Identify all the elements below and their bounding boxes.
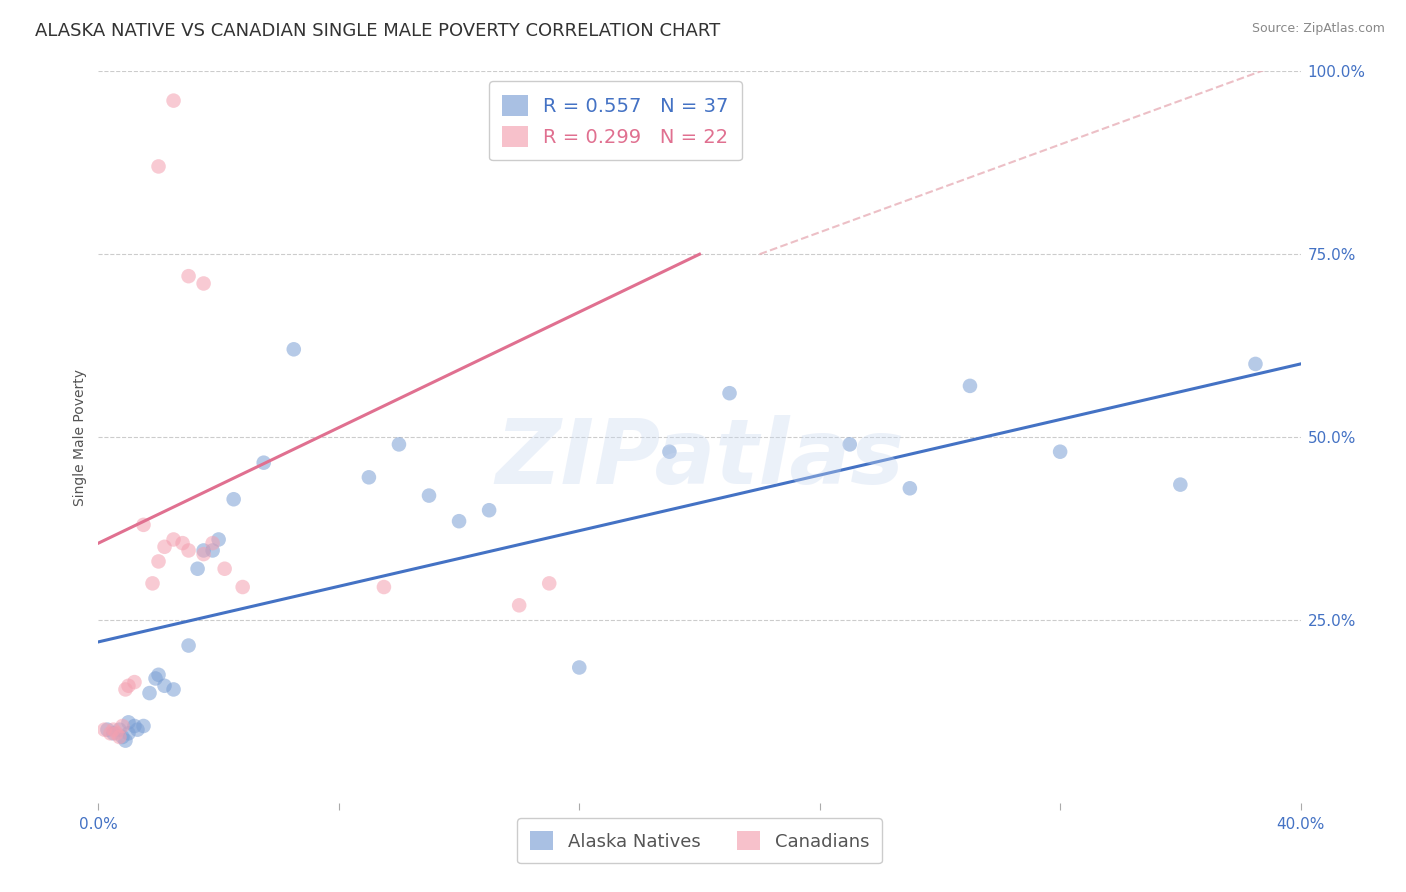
Point [153,540,176,554]
Point [658,444,681,458]
Point [117,679,139,693]
Point [124,675,146,690]
Point [177,269,200,284]
Point [162,682,184,697]
Point [162,94,184,108]
Point [108,723,131,737]
Point [103,726,125,740]
Point [201,536,224,550]
Point [1244,357,1267,371]
Point [838,437,860,451]
Point [959,379,981,393]
Point [111,719,134,733]
Point [145,672,167,686]
Point [132,719,155,733]
Point [718,386,741,401]
Point [93,723,115,737]
Point [388,437,411,451]
Point [232,580,254,594]
Point [111,730,134,744]
Point [148,667,170,681]
Point [117,715,139,730]
Point [568,660,591,674]
Point [1170,477,1192,491]
Point [1049,444,1071,458]
Point [508,599,530,613]
Text: ALASKA NATIVE VS CANADIAN SINGLE MALE POVERTY CORRELATION CHART: ALASKA NATIVE VS CANADIAN SINGLE MALE PO… [35,22,720,40]
Point [162,533,184,547]
Point [172,536,194,550]
Point [201,543,224,558]
Point [478,503,501,517]
Point [141,576,163,591]
Point [138,686,160,700]
Point [108,730,131,744]
Point [132,517,155,532]
Point [222,492,245,507]
Point [447,514,470,528]
Point [253,456,276,470]
Point [177,543,200,558]
Point [117,726,139,740]
Legend: Alaska Natives, Canadians: Alaska Natives, Canadians [517,818,882,863]
Point [418,489,440,503]
Point [124,719,146,733]
Point [187,562,209,576]
Point [103,723,125,737]
Text: Source: ZipAtlas.com: Source: ZipAtlas.com [1251,22,1385,36]
Point [193,277,215,291]
Point [105,726,128,740]
Y-axis label: Single Male Poverty: Single Male Poverty [73,368,87,506]
Point [96,723,118,737]
Point [114,733,136,747]
Point [193,543,215,558]
Point [538,576,561,591]
Point [898,481,921,495]
Point [153,679,176,693]
Point [208,533,231,547]
Point [373,580,395,594]
Point [100,726,122,740]
Point [357,470,380,484]
Point [148,160,170,174]
Point [177,639,200,653]
Text: ZIPatlas: ZIPatlas [495,415,904,503]
Point [127,723,149,737]
Point [114,682,136,697]
Point [193,547,215,561]
Point [214,562,236,576]
Point [283,343,305,357]
Point [148,554,170,568]
